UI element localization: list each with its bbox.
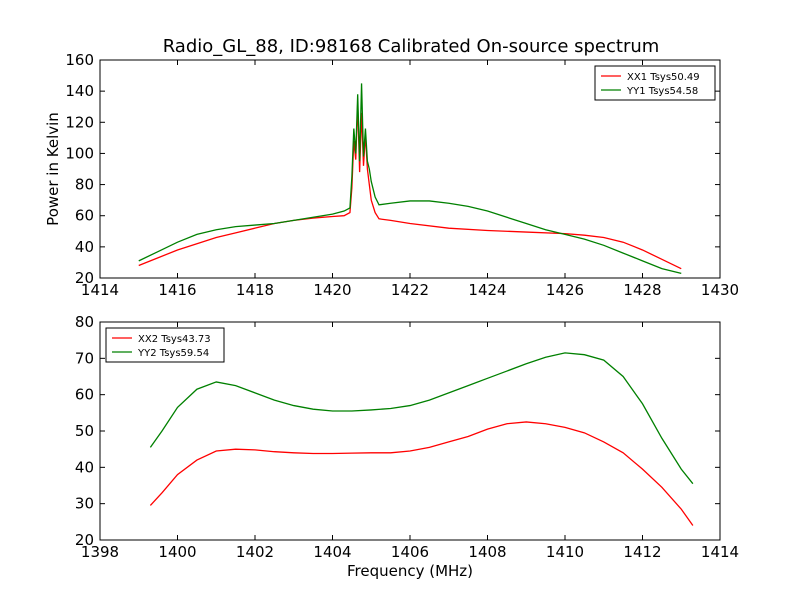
- x-tick-label: 1426: [546, 281, 584, 299]
- legend-box: [105, 327, 225, 363]
- legend-label-2: YY1 Tsys54.58: [626, 86, 698, 97]
- x-tick-label: 1424: [468, 281, 506, 299]
- x-tick-label: 1404: [313, 543, 351, 561]
- figure-title: Radio_GL_88, ID:98168 Calibrated On-sour…: [163, 36, 660, 57]
- x-tick-label: 1418: [236, 281, 274, 299]
- legend: XX2 Tsys43.73 YY2 Tsys59.54: [105, 327, 225, 363]
- x-tick-label: 1400: [158, 543, 196, 561]
- x-tick-label: 1430: [701, 281, 739, 299]
- legend-label-1: XX1 Tsys50.49: [627, 72, 700, 83]
- x-tick-label: 1414: [81, 281, 119, 299]
- x-tick-label: 1398: [81, 543, 119, 561]
- y-tick-label: 100: [65, 144, 94, 162]
- x-tick-label: 1406: [391, 543, 429, 561]
- y-tick-label: 20: [75, 269, 94, 287]
- y-tick-label: 140: [65, 82, 94, 100]
- x-tick-label: 1420: [313, 281, 351, 299]
- y-axis-label: Power in Kelvin: [44, 112, 62, 226]
- y-tick-label: 160: [65, 51, 94, 69]
- legend-label-2: YY2 Tsys59.54: [137, 348, 209, 359]
- legend-label-1: XX2 Tsys43.73: [138, 334, 211, 345]
- x-tick-label: 1402: [236, 543, 274, 561]
- x-tick-label: 1408: [468, 543, 506, 561]
- y-tick-label: 50: [75, 422, 94, 440]
- legend-box: [594, 65, 716, 101]
- x-tick-label: 1428: [623, 281, 661, 299]
- y-tick-label: 80: [75, 176, 94, 194]
- x-tick-label: 1410: [546, 543, 584, 561]
- y-tick-label: 40: [75, 238, 94, 256]
- y-tick-label: 30: [75, 495, 94, 513]
- x-tick-label: 1412: [623, 543, 661, 561]
- legend: XX1 Tsys50.49 YY1 Tsys54.58: [594, 65, 716, 101]
- series-line-2: [138, 83, 682, 274]
- x-axis-label: Frequency (MHz): [347, 562, 473, 580]
- y-tick-label: 60: [75, 207, 94, 225]
- top-spectrum-chart: 1414 1416 1418 1420 1422 1424 1426 1428 1430 20 40…: [44, 51, 739, 299]
- series-line-2: [149, 352, 694, 485]
- series-line-1: [149, 421, 694, 526]
- bottom-spectrum-chart: 1398 1400 1402 1404 1406 1408 1410 1412 1414 20 30…: [75, 313, 739, 580]
- y-tick-label: 40: [75, 458, 94, 476]
- y-tick-label: 20: [75, 531, 94, 549]
- x-tick-label: 1422: [391, 281, 429, 299]
- y-tick-label: 80: [75, 313, 94, 331]
- x-tick-label: 1416: [158, 281, 196, 299]
- x-tick-label: 1414: [701, 543, 739, 561]
- y-tick-label: 70: [75, 349, 94, 367]
- y-tick-label: 60: [75, 386, 94, 404]
- y-tick-label: 120: [65, 113, 94, 131]
